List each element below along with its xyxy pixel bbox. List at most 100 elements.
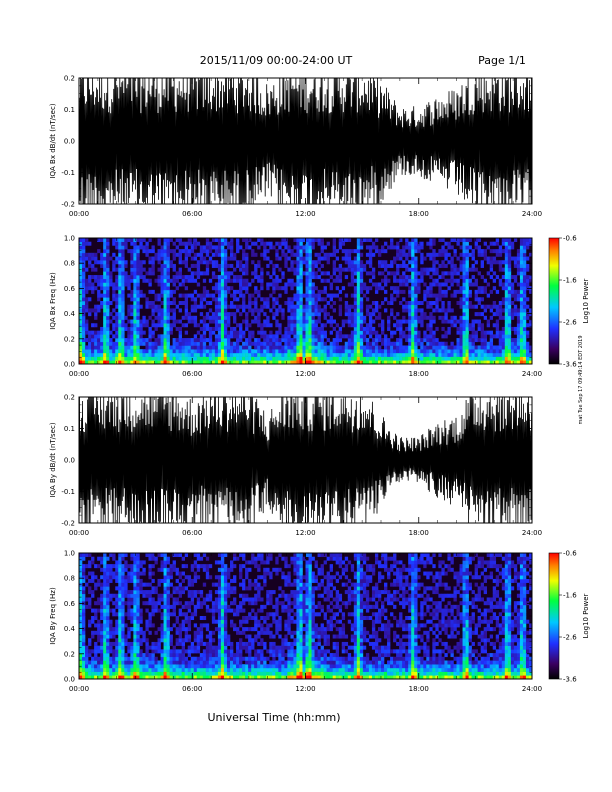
heatmap-cell [347, 256, 352, 261]
heatmap-cell [118, 553, 122, 558]
heatmap-cell [242, 282, 246, 287]
heatmap-cell [405, 241, 409, 246]
heatmap-cell [368, 315, 373, 320]
heatmap-cell [223, 349, 228, 354]
heatmap-cell [293, 360, 297, 364]
heatmap-cell [196, 597, 201, 602]
heatmap-cell [420, 341, 424, 346]
heatmap-cell [308, 282, 312, 287]
heatmap-cell [121, 593, 125, 598]
heatmap-cell [332, 260, 336, 265]
heatmap-cell [139, 660, 143, 665]
heatmap-cell [112, 656, 116, 661]
heatmap-cell [118, 256, 122, 261]
heatmap-cell [136, 619, 140, 624]
heatmap-cell [145, 653, 149, 658]
heatmap-cell [447, 271, 451, 276]
heatmap-cell [163, 345, 167, 350]
colorbar-tick-label: -1.6 [563, 277, 577, 285]
heatmap-cell [483, 360, 487, 364]
heatmap-cell [166, 349, 170, 354]
heatmap-cell [190, 590, 195, 595]
heatmap-cell [272, 360, 276, 364]
heatmap-cell [160, 630, 164, 635]
heatmap-cell [362, 267, 367, 272]
heatmap-cell [202, 653, 207, 658]
heatmap-cell [91, 556, 95, 561]
heatmap-cell [387, 341, 391, 346]
heatmap-cell [429, 275, 433, 280]
heatmap-cell [169, 649, 173, 654]
heatmap-cell [124, 238, 128, 243]
heatmap-cell [103, 341, 107, 346]
heatmap-cell [477, 238, 481, 243]
heatmap-cell [462, 293, 466, 298]
heatmap-cell [94, 601, 98, 606]
heatmap-cell [106, 312, 110, 317]
heatmap-cell [275, 341, 279, 346]
heatmap-cell [217, 275, 222, 280]
heatmap-cell [248, 304, 252, 309]
heatmap-cell [118, 564, 122, 569]
heatmap-cell [347, 263, 352, 268]
heatmap-cell [516, 338, 521, 343]
heatmap-cell [329, 356, 333, 361]
heatmap-cell [112, 286, 116, 291]
heatmap-cell [329, 345, 333, 350]
heatmap-cell [435, 278, 439, 283]
heatmap-cell [371, 241, 376, 246]
heatmap-cell [97, 349, 101, 354]
heatmap-cell [184, 649, 189, 654]
heatmap-cell [501, 297, 506, 302]
heatmap-cell [465, 238, 469, 243]
heatmap-cell [417, 330, 421, 335]
heatmap-cell [190, 352, 195, 357]
heatmap-cell [468, 267, 472, 272]
heatmap-cell [103, 289, 107, 294]
heatmap-cell [236, 304, 240, 309]
heatmap-cell [136, 312, 140, 317]
heatmap-cell [420, 349, 424, 354]
heatmap-cell [79, 308, 83, 313]
heatmap-cell [91, 352, 95, 357]
heatmap-cell [85, 667, 89, 672]
heatmap-cell [471, 275, 475, 280]
heatmap-cell [91, 267, 95, 272]
heatmap-cell [127, 330, 131, 335]
heatmap-cell [163, 326, 167, 331]
heatmap-cell [193, 308, 198, 313]
heatmap-cell [157, 256, 161, 261]
heatmap-cell [139, 241, 143, 246]
heatmap-cell [236, 241, 240, 246]
heatmap-cell [85, 304, 89, 309]
heatmap-cell [275, 352, 279, 357]
heatmap-cell [390, 286, 394, 291]
heatmap-cell [145, 352, 149, 357]
heatmap-cell [432, 356, 436, 361]
heatmap-cell [79, 326, 83, 331]
heatmap-cell [199, 664, 204, 669]
heatmap-cell [181, 275, 185, 280]
heatmap-cell [109, 330, 113, 335]
heatmap-cell [471, 263, 475, 268]
heatmap-cell [480, 352, 484, 357]
heatmap-cell [88, 619, 92, 624]
heatmap-cell [133, 641, 137, 646]
heatmap-cell [495, 249, 500, 254]
heatmap-cell [115, 619, 119, 624]
heatmap-cell [178, 671, 182, 676]
heatmap-cell [100, 623, 104, 628]
heatmap-cell [444, 345, 448, 350]
heatmap-cell [115, 312, 119, 317]
heatmap-cell [79, 656, 83, 661]
heatmap-cell [178, 267, 182, 272]
heatmap-cell [103, 275, 107, 280]
heatmap-cell [254, 297, 258, 302]
heatmap-cell [396, 338, 400, 343]
heatmap-cell [82, 664, 86, 669]
heatmap-cell [181, 590, 185, 595]
heatmap-cell [115, 297, 119, 302]
heatmap-cell [127, 630, 131, 635]
heatmap-cell [450, 345, 454, 350]
heatmap-cell [160, 319, 164, 324]
